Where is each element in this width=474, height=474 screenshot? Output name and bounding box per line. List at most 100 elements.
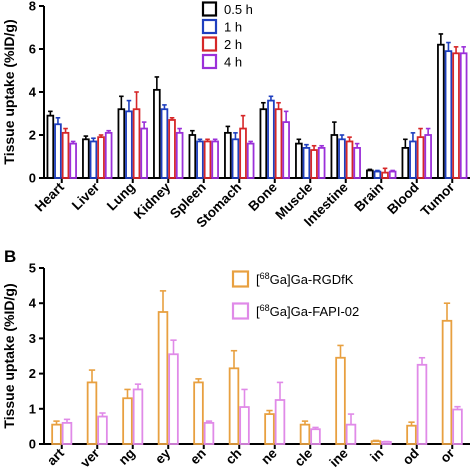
bar: [97, 415, 108, 445]
bar: [132, 108, 141, 179]
legend-entry: 2 h: [224, 37, 242, 52]
bar: [203, 140, 212, 179]
x-tick-label: Brain: [351, 180, 386, 215]
x-tick-label: Kidney: [131, 179, 174, 222]
y-tick-label: 2: [29, 128, 36, 143]
bar: [353, 146, 361, 179]
y-tick-label: 4: [29, 85, 37, 100]
legend-entry: 0.5 h: [224, 2, 253, 17]
bar: [282, 121, 290, 179]
bar: [104, 131, 113, 179]
legend-swatch: [201, 18, 218, 35]
bar: [86, 381, 98, 445]
bar: [160, 108, 169, 179]
x-tick-label: en: [187, 446, 209, 468]
x-tick-label: ey: [152, 445, 174, 467]
bar: [274, 399, 286, 445]
legend-swatch: [231, 270, 250, 288]
bar: [441, 319, 453, 445]
bar: [61, 421, 73, 445]
legend-swatch: [201, 53, 218, 70]
bar: [54, 123, 62, 179]
bar: [203, 421, 215, 445]
bar: [82, 138, 90, 179]
x-tick-label: ver: [77, 445, 102, 470]
y-tick-label: 4: [29, 296, 37, 311]
y-tick-label: 5: [29, 261, 36, 276]
bar: [416, 363, 428, 445]
bar: [117, 108, 126, 179]
bar: [168, 119, 176, 179]
legend-swatch: [231, 302, 250, 320]
bar: [335, 356, 346, 445]
bar: [196, 140, 204, 179]
y-tick-label: 1: [29, 401, 36, 416]
bar: [188, 134, 197, 179]
bar: [459, 52, 468, 179]
bar: [452, 408, 463, 445]
bar: [211, 140, 219, 179]
bar: [381, 171, 389, 179]
panel-label-b: B: [4, 247, 16, 266]
bar: [168, 353, 179, 445]
bar: [140, 127, 148, 179]
legend-swatch: [201, 36, 218, 52]
y-tick-label: 2: [29, 366, 36, 381]
y-tick-label: 3: [29, 331, 36, 346]
x-tick-label: in: [367, 446, 386, 465]
bar: [267, 99, 275, 179]
bar: [274, 108, 283, 179]
bar: [416, 136, 425, 179]
bar: [424, 134, 432, 179]
x-tick-label: ch: [223, 446, 245, 468]
bar: [409, 140, 417, 179]
bar: [345, 423, 357, 445]
bar: [239, 406, 250, 445]
x-tick-label: Liver: [69, 179, 103, 213]
legend-entry: 1 h: [224, 20, 242, 35]
x-tick-label: ng: [116, 446, 138, 468]
bar: [125, 110, 133, 179]
bar: [264, 413, 275, 445]
bar: [122, 397, 133, 445]
bar: [246, 142, 255, 179]
bar: [452, 52, 460, 179]
legend-swatch: [201, 1, 218, 17]
x-tick-label: Tumor: [418, 179, 458, 219]
y-tick-label: 0: [29, 171, 36, 186]
bar: [239, 127, 247, 179]
bar: [444, 50, 453, 179]
bar: [345, 140, 354, 179]
bar: [310, 428, 321, 445]
bar: [61, 131, 70, 179]
bar: [89, 140, 98, 179]
bar: [97, 136, 105, 179]
y-axis-label: Tissue uptake (%ID/g): [1, 19, 17, 164]
x-tick-label: ine: [326, 445, 351, 470]
bar: [69, 142, 77, 179]
x-tick-label: od: [400, 446, 422, 468]
bar: [193, 381, 204, 445]
bar: [46, 114, 55, 179]
y-tick-label: 6: [29, 42, 36, 57]
x-tick-label: Heart: [32, 179, 67, 214]
x-tick-label: cle: [291, 445, 315, 469]
bar: [231, 138, 240, 179]
x-tick-label: ne: [258, 445, 280, 467]
bar: [437, 43, 445, 179]
bar: [224, 131, 232, 179]
y-tick-label: 0: [29, 437, 36, 452]
bar: [299, 423, 311, 445]
bar: [157, 311, 169, 445]
bar: [175, 131, 184, 179]
x-tick-label: or: [437, 445, 458, 466]
legend-entry: 4 h: [224, 55, 242, 70]
bar: [310, 149, 318, 179]
x-tick-label: Blood: [384, 180, 422, 218]
bar: [406, 424, 417, 445]
bar: [330, 134, 339, 179]
bar: [401, 146, 410, 179]
